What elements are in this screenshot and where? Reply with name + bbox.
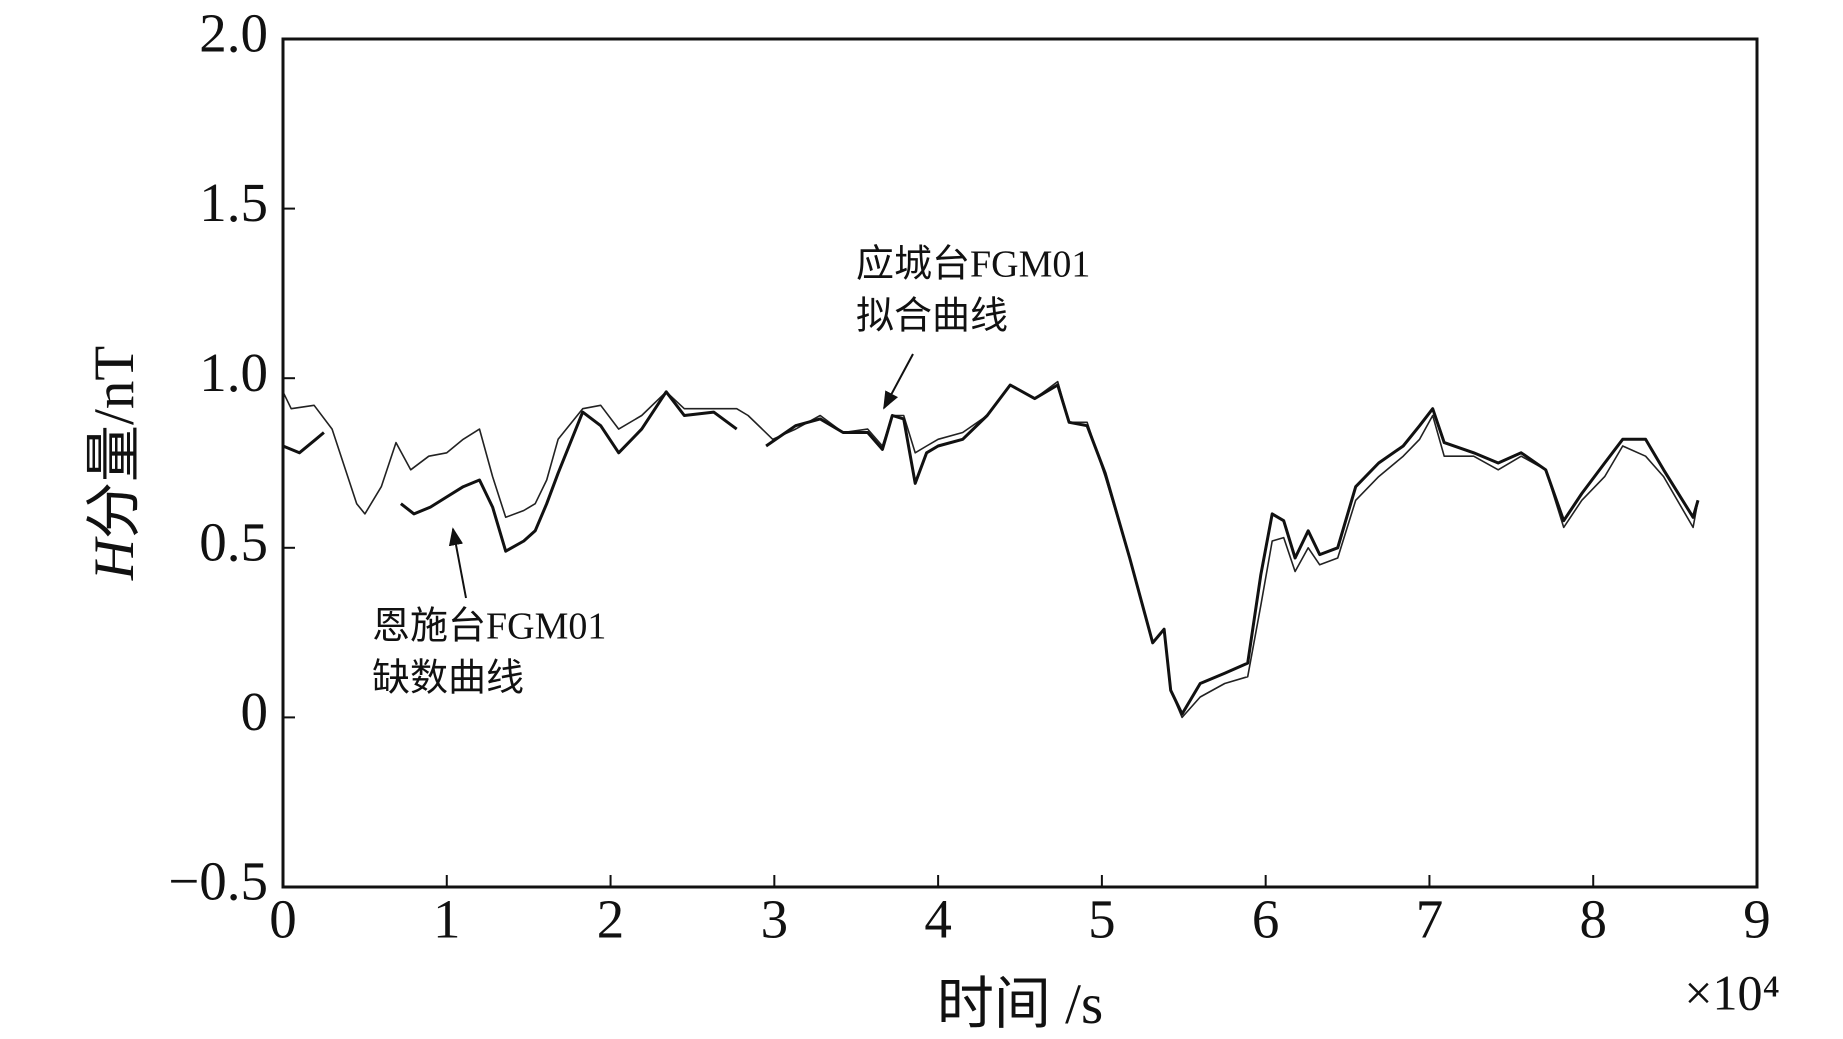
y-axis-label-text: 分量/nT — [83, 346, 146, 539]
x-tick-label: 9 — [1743, 889, 1771, 950]
x-tick-label: 7 — [1416, 889, 1444, 950]
y-tick-label: 2.0 — [199, 3, 268, 64]
y-axis-label: H分量/nT — [83, 346, 146, 581]
y-axis-label-var: H — [83, 536, 146, 581]
series-line — [282, 380, 1699, 719]
x-tick-label: 8 — [1579, 889, 1607, 950]
y-tick-label: 1.0 — [199, 342, 268, 403]
annotation-text: 恩施台FGM01 — [372, 606, 606, 648]
annotation-text: 拟合曲线 — [856, 296, 1008, 338]
annotation-arrow — [883, 353, 914, 410]
axes-frame — [281, 37, 1759, 889]
y-tick-label: 0 — [241, 681, 269, 742]
y-tick-label: 1.5 — [199, 172, 268, 233]
x-tick-label: 0 — [269, 889, 297, 950]
plot-area — [282, 380, 1700, 719]
x-axis-label: 时间 /s — [937, 973, 1103, 1036]
x-tick-label: 6 — [1252, 889, 1280, 950]
series-line — [282, 383, 1700, 716]
y-tick-label: 0.5 — [199, 511, 268, 572]
x-scale-label: ×10⁴ — [1684, 964, 1780, 1020]
x-tick-label: 2 — [597, 889, 625, 950]
y-tick-label: −0.5 — [168, 851, 268, 912]
x-tick-label: 3 — [761, 889, 789, 950]
annotation-text: 缺数曲线 — [372, 658, 524, 700]
x-tick-label: 5 — [1088, 889, 1116, 950]
annotation-arrow — [448, 527, 467, 599]
x-tick-label: 4 — [924, 889, 952, 950]
annotation-text: 应城台FGM01 — [856, 244, 1090, 286]
x-tick-label: 1 — [433, 889, 461, 950]
